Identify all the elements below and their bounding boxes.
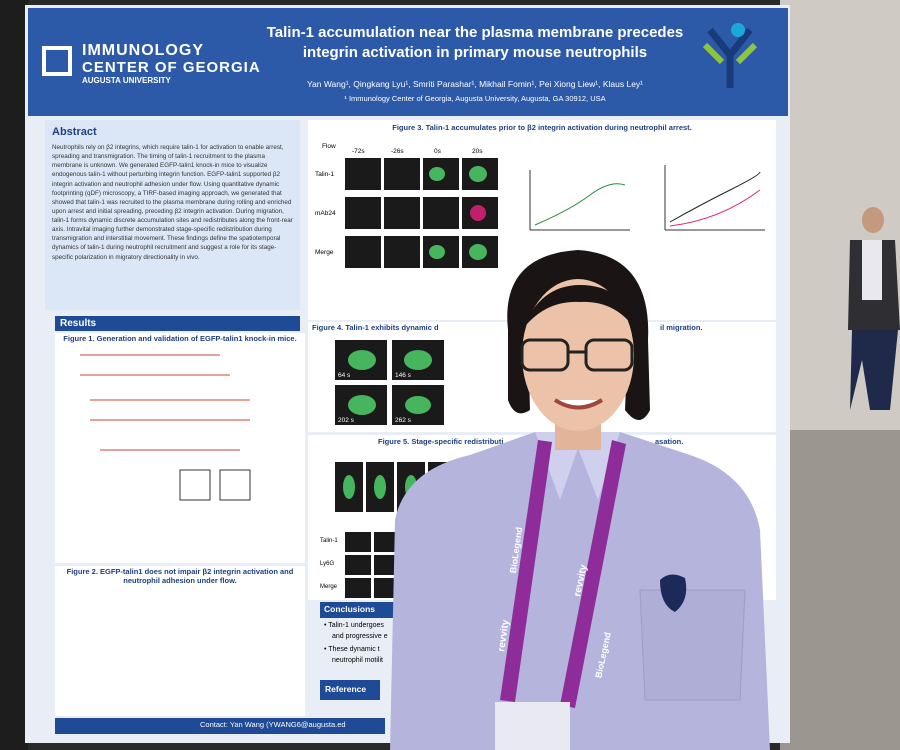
figure-label: -26s: [391, 148, 404, 155]
figure-title: Figure 3. Talin-1 accumulates prior to β…: [392, 123, 692, 132]
figure-label: 20s: [472, 148, 483, 155]
logo-text: AUGUSTA UNIVERSITY: [82, 76, 171, 85]
figure-label: Talin-1: [315, 171, 335, 178]
section-heading: Abstract: [52, 126, 97, 138]
affiliation: ¹ Immunology Center of Georgia, Augusta …: [344, 94, 606, 103]
figure-label: Talin-1: [320, 538, 338, 544]
poster-title: Talin-1 accumulation near the plasma mem…: [266, 24, 684, 41]
figure-title: Figure 1. Generation and validation of E…: [63, 334, 297, 343]
figure-label: 262 s: [395, 417, 411, 424]
figure-label: -72s: [352, 148, 365, 155]
abstract-text: Neutrophils rely on β2 integrins, which …: [52, 144, 293, 261]
figure-title: il migration.: [660, 323, 703, 332]
figure-label: 0s: [434, 148, 441, 155]
logo-text: CENTER OF GEORGIA: [82, 59, 261, 76]
conclusion-line: and progressive e: [332, 633, 388, 640]
figure-label: 202 s: [338, 417, 354, 424]
figure-label: 146 s: [395, 372, 411, 379]
figure-label: Merge: [315, 249, 334, 256]
figure-title: Figure 5. Stage-specific redistributi: [378, 437, 504, 446]
figure-title: Figure 2. EGFP-talin1 does not impair β2…: [66, 567, 294, 585]
figure-title: asation.: [655, 437, 684, 446]
figure-label: Merge: [320, 584, 338, 590]
figure-label: mAb24: [315, 210, 336, 217]
conclusion-line: neutrophil motilit: [332, 657, 383, 664]
figure-title: Figure 4. Talin-1 exhibits dynamic d: [312, 323, 439, 332]
section-heading: Results: [60, 318, 97, 329]
section-heading: Conclusions: [324, 604, 376, 614]
conclusion-line: • Talin-1 undergoes: [324, 622, 384, 629]
conclusion-line: • These dynamic t: [324, 646, 380, 653]
figure-label: 64 s: [338, 372, 351, 379]
section-heading: Reference: [325, 684, 367, 694]
figure-label: Ly6G: [320, 561, 335, 567]
figure-label: Flow: [322, 143, 336, 150]
contact: Contact: Yan Wang (YWANG6@augusta.ed: [200, 720, 346, 729]
poster-title: integrin activation in primary mouse neu…: [302, 44, 648, 61]
authors: Yan Wang¹, Qingkang Lyu¹, Smriti Parasha…: [306, 79, 644, 89]
logo-text: IMMUNOLOGY: [82, 42, 204, 59]
